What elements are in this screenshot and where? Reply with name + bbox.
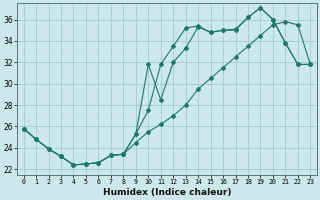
X-axis label: Humidex (Indice chaleur): Humidex (Indice chaleur) (103, 188, 231, 197)
